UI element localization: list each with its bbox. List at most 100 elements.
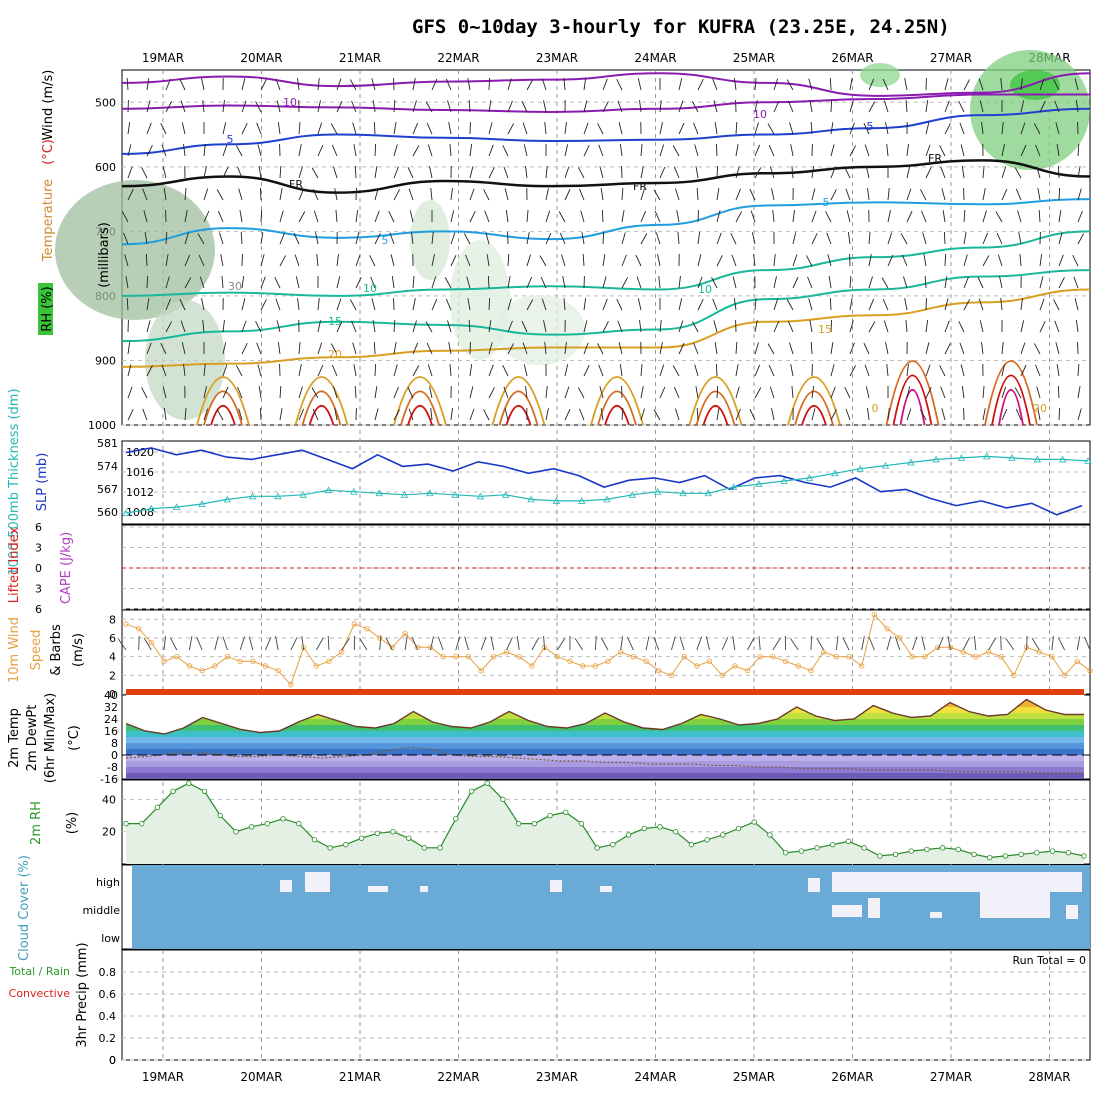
wind-barb [393,386,399,399]
wind-barb [653,409,661,421]
surface-wind-barb [379,636,382,651]
wind-barb [923,254,927,267]
wind-barb [691,101,699,113]
surface-wind-barb [464,636,469,651]
wind-barb [294,254,300,267]
surface-wind-barb [894,636,901,651]
wind-barb [904,78,908,91]
wind-speed-point [643,658,649,665]
wind-speed-point [770,653,776,660]
wind-barb [940,386,946,399]
wind-barb [1055,342,1060,355]
wind-barb [483,409,490,421]
temp-tick: 8 [111,737,118,750]
wind-barb [905,320,908,333]
wind-barb [691,321,699,333]
surface-wind-barb [696,636,703,651]
rh-point [186,780,192,786]
wind-barb [144,232,148,245]
wind-barb [412,145,420,157]
wind-barb [768,144,775,157]
wind-barb [507,320,513,333]
wind-barb [1001,386,1007,399]
wind-barb [906,166,911,179]
wind-barb [715,363,718,377]
thickness-point [1084,457,1092,464]
wind-barb [602,276,607,289]
wind-barb [579,408,585,421]
wind-barb [697,276,703,289]
wind-barb [235,365,243,377]
wind-barb [1039,298,1045,311]
temp-line [125,698,1084,735]
precip-axis-label: 3hr Precip (mm) [75,942,90,1047]
wind-barb [317,122,323,135]
wind-barb [959,342,965,355]
temp-color-band [126,737,1084,743]
wind-barb [1020,100,1025,113]
panel-frame-li [121,524,1091,610]
wind-barb [317,144,324,157]
wind-barb [163,408,167,421]
rh-legend-label: RH (%) [40,286,55,331]
wind-barb [142,408,148,421]
wind-barb [942,210,946,223]
surface-wind-barb [385,637,393,651]
cloud-level-label: middle [82,904,120,917]
wind-barb [1075,100,1079,113]
cloud-level-label: low [101,932,120,945]
date-label-bottom: 22MAR [437,1070,479,1084]
rh-point [201,788,208,795]
wind-barb [469,144,473,157]
wind-barb [216,409,224,421]
wind-barb [297,298,300,311]
temp-label-line1: 2m Temp [7,708,22,768]
wind-barb [1077,143,1080,157]
rh-point [437,845,443,851]
wind-barb [181,342,186,355]
precip-tick: 0 [109,1054,116,1067]
rh-point [641,825,647,832]
cloud-patch [832,905,862,917]
temp-tick: 0 [111,749,118,762]
warm-contour [308,404,335,426]
cloud-patch [305,872,330,892]
wind-barb [298,386,303,399]
wind-barb [260,254,265,267]
wind-barb [488,342,493,355]
wind-barb [349,79,357,91]
date-label-top: 24MAR [634,51,676,65]
wind-barb [849,320,854,333]
rh-point [327,845,333,851]
wind-barb [298,211,306,223]
wind-barb [754,298,757,311]
rh-shading [1010,70,1060,100]
rh-unit-label: (%) [65,812,80,835]
wind-barb [830,99,833,113]
wind-barb [465,254,471,267]
wind-barb [255,321,262,333]
cloud-patch [420,886,428,892]
surface-wind-barb [163,636,166,651]
wind-barb [507,298,512,311]
wind-barb [658,276,661,289]
wind-barb [484,210,490,223]
wind-barb [735,341,738,355]
wind-barb [545,386,548,399]
wind-barb [427,144,433,157]
wind-barb [808,298,813,311]
wind-label-line2: Speed [29,630,44,671]
wind-barb [961,166,965,179]
precip-tick-zero: 0 [109,1054,116,1067]
wind-barb [165,321,173,333]
surface-wind-barb [790,638,799,651]
wind-barb [982,408,986,421]
warm-contour [597,390,637,426]
surface-wind-barb [455,636,461,651]
wind-barb [558,211,566,223]
date-label-bottom: 28MAR [1028,1070,1070,1084]
wind-barb [1000,298,1003,311]
temp-color-band [126,719,1084,725]
thickness-point [324,486,333,494]
wind-barb [849,78,853,91]
